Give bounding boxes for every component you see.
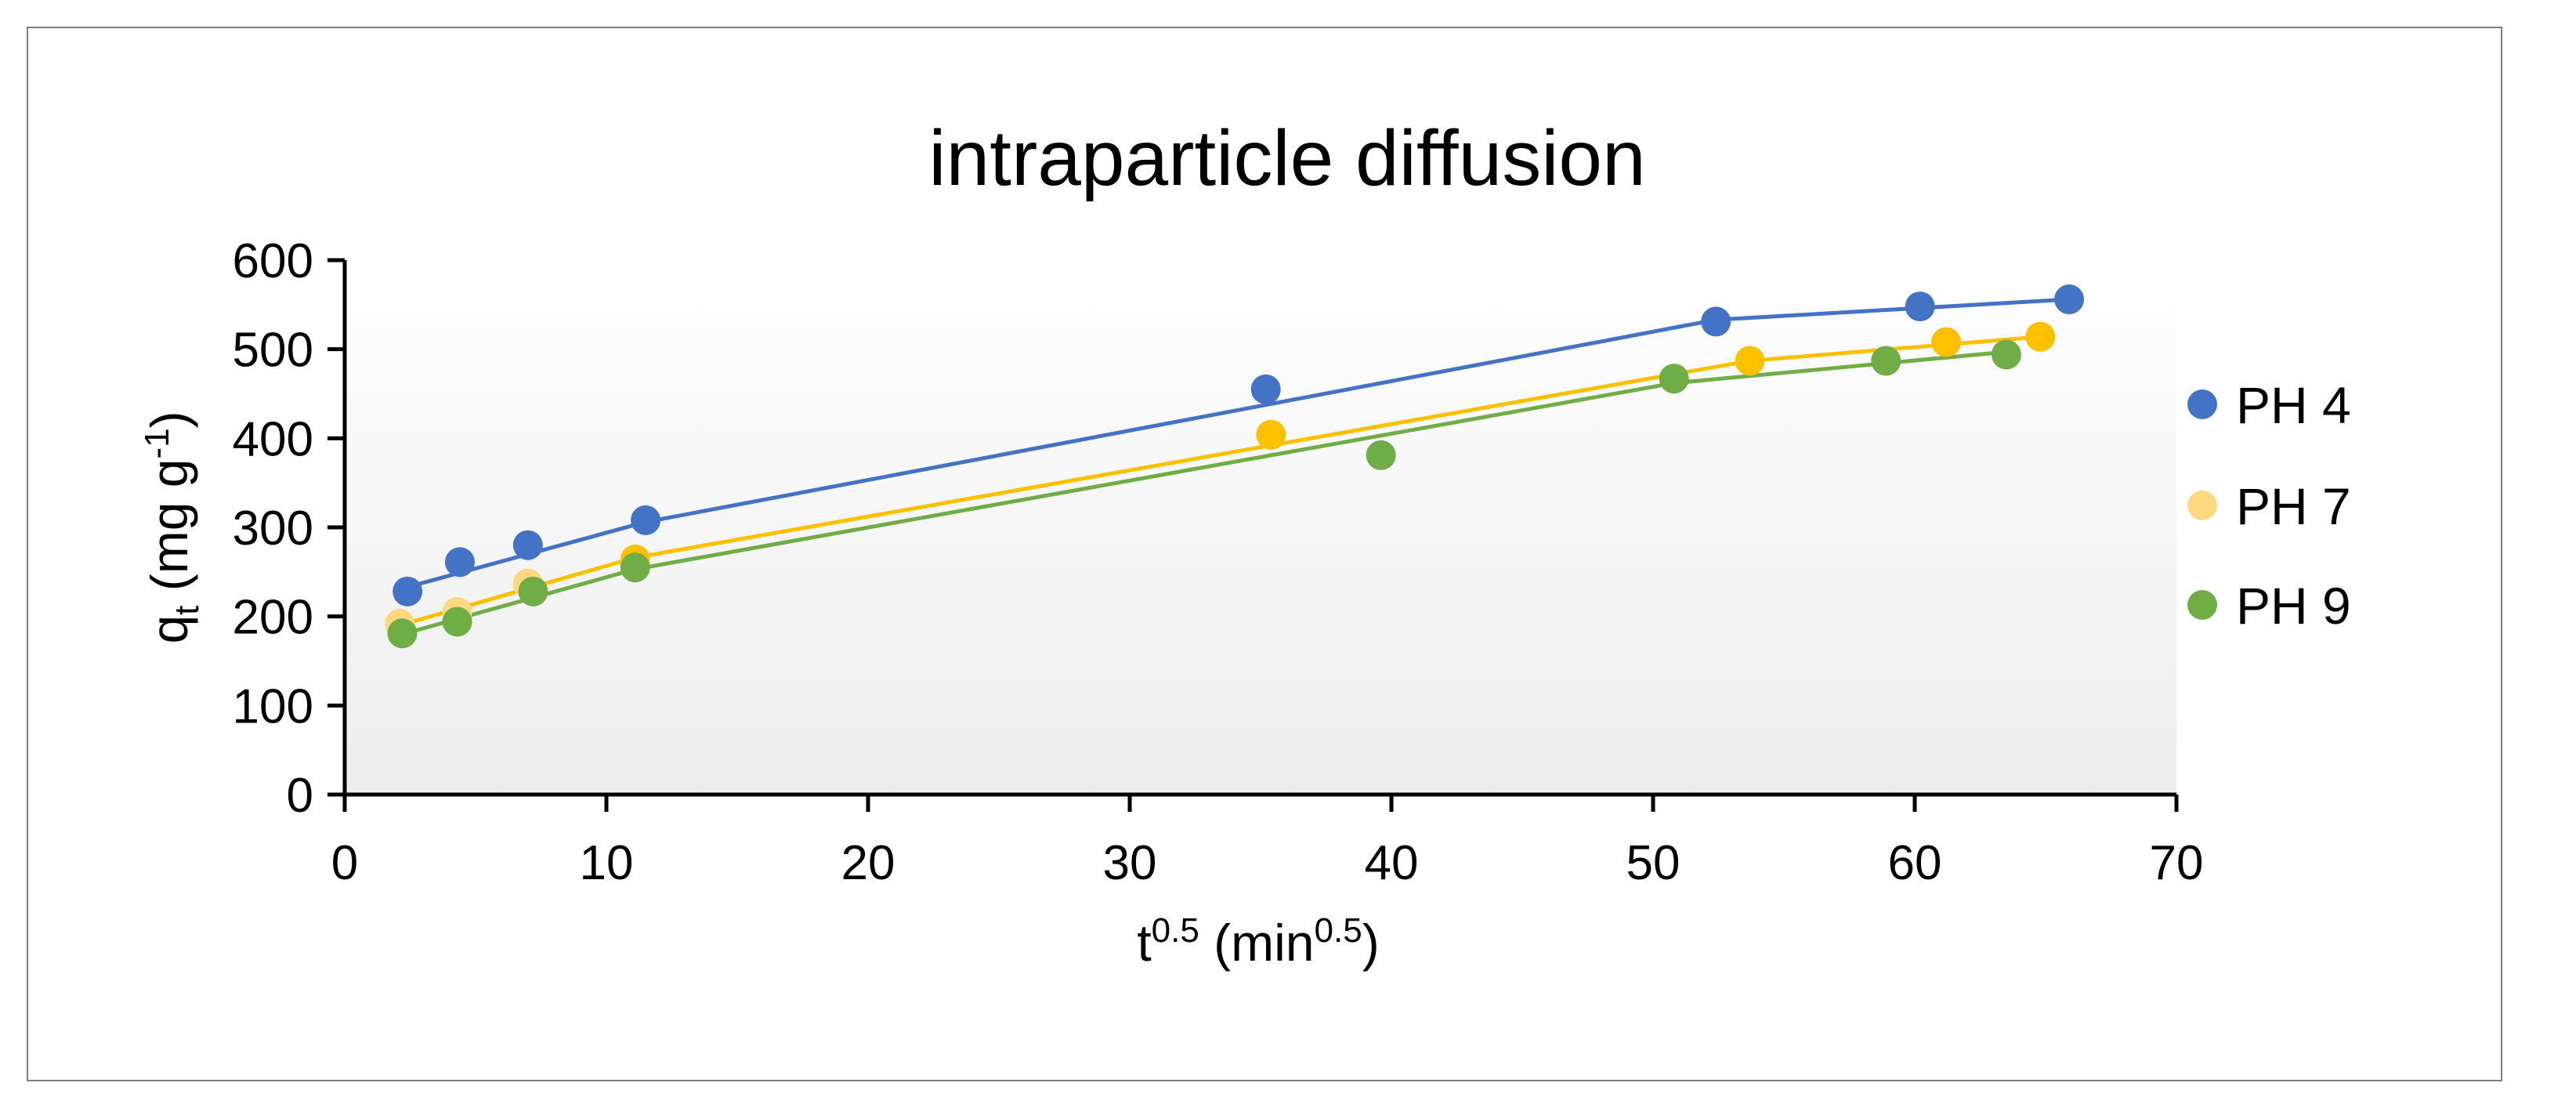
- y-tick-label: 300: [233, 501, 313, 556]
- data-point-ph-9: [1659, 364, 1689, 394]
- data-point-ph-4: [1905, 291, 1935, 322]
- x-tick-label: 50: [1626, 836, 1681, 890]
- x-axis-label: t0.5 (min0.5): [1137, 911, 1379, 972]
- x-tick-label: 30: [1103, 836, 1157, 890]
- x-axis-label-base: t: [1137, 914, 1151, 972]
- y-axis-ticks: 0 100 200 300 400 500 600: [233, 234, 345, 823]
- fit-line-ph-7: [635, 358, 1751, 560]
- legend-marker-ph-4: [2187, 389, 2217, 419]
- y-axis-label-rest: (mg g: [140, 459, 198, 606]
- x-tick-label: 10: [580, 836, 634, 890]
- fit-line-ph-7: [1749, 335, 2041, 363]
- data-point-ph-4: [2054, 284, 2085, 315]
- y-tick-label: 0: [287, 769, 313, 823]
- x-axis-label-close: ): [1362, 914, 1380, 972]
- y-tick-label: 600: [233, 234, 313, 288]
- y-tick-label: 200: [233, 591, 313, 645]
- data-point-ph-4: [512, 530, 543, 560]
- chart-frame: intraparticle diffusion 0 100 200 300 400 500…: [27, 27, 2502, 1081]
- fit-line-ph-4: [645, 317, 1717, 524]
- data-point-ph-7: [1735, 346, 1765, 376]
- x-tick-label: 40: [1365, 836, 1419, 890]
- y-axis-label-sup: -1: [138, 428, 176, 458]
- data-markers: [385, 284, 2085, 649]
- intraparticle-diffusion-chart: intraparticle diffusion 0100200300400500…: [138, 114, 2351, 972]
- fit-line-ph-4: [1716, 297, 2070, 322]
- data-point-ph-4: [444, 547, 475, 578]
- y-axis-label-sub: t: [168, 606, 206, 615]
- x-tick-label: 20: [841, 836, 895, 890]
- chart-title: intraparticle diffusion: [928, 114, 1645, 202]
- data-point-ph-7: [1256, 419, 1286, 450]
- data-point-ph-4: [1701, 306, 1731, 337]
- x-axis-label-sup: 0.5: [1152, 911, 1199, 950]
- legend-label: PH 4: [2236, 376, 2351, 434]
- y-axis-label-base: q: [140, 615, 198, 644]
- fit-line-ph-9: [635, 381, 1675, 571]
- data-point-ph-4: [631, 505, 661, 535]
- data-point-ph-9: [387, 618, 418, 649]
- fit-line-ph-9: [1673, 349, 2007, 386]
- y-tick-label: 400: [233, 412, 313, 466]
- legend: PH 4 PH 7 PH 9: [2187, 376, 2351, 635]
- data-point-ph-7: [2025, 321, 2056, 352]
- legend-marker-ph-9: [2187, 590, 2217, 620]
- data-point-ph-9: [1871, 346, 1901, 376]
- data-point-ph-4: [1250, 374, 1281, 404]
- legend-label: PH 9: [2236, 577, 2351, 635]
- y-tick-label: 500: [233, 324, 313, 378]
- x-tick-label: 70: [2150, 836, 2204, 890]
- data-point-ph-4: [393, 576, 423, 607]
- data-point-ph-9: [1366, 440, 1396, 470]
- data-point-ph-7: [1931, 327, 1962, 357]
- legend-marker-ph-7: [2187, 491, 2217, 520]
- x-tick-label: 60: [1888, 836, 1942, 890]
- data-point-ph-9: [1991, 339, 2021, 370]
- x-axis-label-sup2: 0.5: [1315, 911, 1362, 950]
- y-axis-label-close: ): [140, 411, 198, 428]
- y-axis-label: qt (mg g-1): [138, 411, 206, 643]
- x-tick-label: 0: [331, 836, 358, 890]
- legend-label: PH 7: [2236, 477, 2351, 535]
- fit-lines: [399, 297, 2070, 636]
- data-point-ph-9: [518, 576, 548, 607]
- x-axis-label-rest: (min: [1199, 914, 1315, 972]
- y-tick-label: 100: [233, 679, 313, 733]
- x-axis-ticks: 0 10 20 30 40 50 60 70: [331, 795, 2204, 890]
- data-point-ph-9: [620, 552, 650, 583]
- data-point-ph-9: [442, 607, 472, 637]
- fit-line-ph-9: [401, 567, 636, 636]
